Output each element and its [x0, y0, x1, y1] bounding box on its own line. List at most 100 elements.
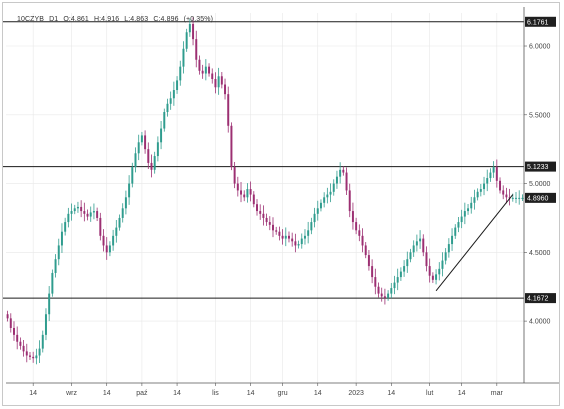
- candle-body: [409, 252, 412, 260]
- candle-body: [9, 318, 12, 328]
- candle-body: [13, 327, 15, 335]
- candle-body: [345, 172, 348, 191]
- candle-body: [102, 235, 105, 246]
- x-tick-label: 2023: [348, 390, 364, 397]
- candle-body: [243, 194, 246, 198]
- x-tick-label: mar: [491, 390, 504, 397]
- x-axis: 14 wrz 14 paź 14 lis 14 gru 14 2023 14 lut 14 mar: [6, 382, 559, 397]
- candle-body: [396, 277, 399, 283]
- candle-body: [406, 259, 409, 267]
- candle-body: [227, 94, 230, 126]
- candle-body: [108, 245, 111, 253]
- candle-body: [335, 176, 338, 184]
- candle-body: [220, 76, 223, 85]
- x-tick-label: 14: [314, 390, 322, 397]
- x-tick-label: wrz: [65, 390, 77, 397]
- candle-body: [323, 197, 326, 203]
- candle-body: [364, 245, 367, 256]
- candle-body: [284, 235, 287, 239]
- candle-body: [486, 178, 489, 184]
- trendline[interactable]: [435, 194, 514, 292]
- candle-body: [166, 103, 169, 113]
- candle-body: [128, 183, 131, 198]
- candle-body: [454, 227, 457, 236]
- candle-body: [431, 275, 434, 280]
- candle-body: [6, 314, 9, 319]
- x-tick-label: 14: [387, 390, 395, 397]
- candle-body: [495, 167, 498, 181]
- trendline-group[interactable]: [435, 194, 514, 292]
- candle-body: [467, 208, 470, 212]
- candle-body: [319, 202, 322, 209]
- y-tick-label: 5.5000: [529, 112, 551, 119]
- candle-body: [44, 314, 47, 335]
- x-tick-label: 14: [173, 390, 181, 397]
- candle-body: [313, 213, 316, 223]
- candle-body: [326, 194, 329, 198]
- candle-body: [54, 259, 57, 273]
- change-value: (+0.35%): [183, 16, 214, 23]
- candle-body: [134, 153, 137, 168]
- candle-body: [48, 293, 51, 315]
- candle-body: [217, 76, 220, 88]
- candle-body: [35, 355, 38, 359]
- high-value: H:4.916: [93, 16, 120, 23]
- candle-body: [96, 211, 99, 218]
- candle-body: [83, 211, 86, 214]
- candle-body: [371, 266, 374, 278]
- candle-body: [60, 231, 63, 246]
- symbol-label: 10CZYB: [17, 16, 45, 23]
- candle-body: [489, 172, 492, 179]
- candle-body: [348, 190, 351, 212]
- candle-body: [169, 98, 172, 104]
- candle-body: [137, 142, 140, 154]
- level-label-bg: [525, 161, 556, 172]
- candle-body: [265, 217, 268, 223]
- x-tick-label: 14: [247, 390, 255, 397]
- candle-body: [19, 341, 22, 346]
- candle-body: [374, 277, 377, 287]
- candle-body: [195, 39, 198, 60]
- level-label: 4.1672: [527, 296, 549, 303]
- candle-body: [185, 32, 188, 49]
- y-tick-label: 4.0000: [529, 319, 551, 326]
- candle-body: [505, 194, 508, 198]
- candle-body: [41, 334, 44, 349]
- candle-body: [329, 191, 332, 195]
- candle-body: [425, 252, 428, 267]
- level-label: 6.1761: [527, 19, 549, 26]
- candle-body: [281, 235, 284, 239]
- candle-body: [511, 197, 514, 199]
- timeframe-label: D1: [49, 16, 59, 23]
- candle-body: [115, 227, 118, 236]
- candle-body: [57, 245, 60, 260]
- candle-body: [208, 66, 211, 74]
- candle-body: [358, 230, 361, 236]
- candle-body: [473, 197, 476, 203]
- candle-body: [73, 208, 76, 212]
- candle-body: [51, 272, 54, 294]
- level-lines: 6.1761 5.1233 4.1672 4.8960: [3, 16, 556, 304]
- candle-body: [64, 222, 67, 232]
- candle-body: [316, 208, 319, 214]
- candle-body: [38, 348, 41, 356]
- candle-body: [112, 235, 115, 246]
- candle-body: [393, 282, 396, 289]
- candle-body: [89, 212, 92, 217]
- price-chart[interactable]: 6.1761 5.1233 4.1672 4.8960 4.0000 4.5000 5.0…: [3, 3, 561, 407]
- candle-body: [499, 180, 502, 191]
- candle-body: [182, 48, 185, 67]
- candle-body: [361, 235, 364, 246]
- candle-body: [342, 169, 345, 173]
- candle-body: [377, 286, 380, 294]
- candle-body: [310, 222, 313, 231]
- grid: [6, 13, 524, 383]
- candle-body: [16, 334, 19, 342]
- candle-body: [25, 351, 28, 356]
- candle-body: [28, 355, 31, 357]
- candle-body: [153, 156, 156, 170]
- candle-body: [470, 202, 473, 209]
- candle-body: [403, 266, 406, 272]
- candle-body: [124, 197, 127, 209]
- candles: [6, 17, 524, 365]
